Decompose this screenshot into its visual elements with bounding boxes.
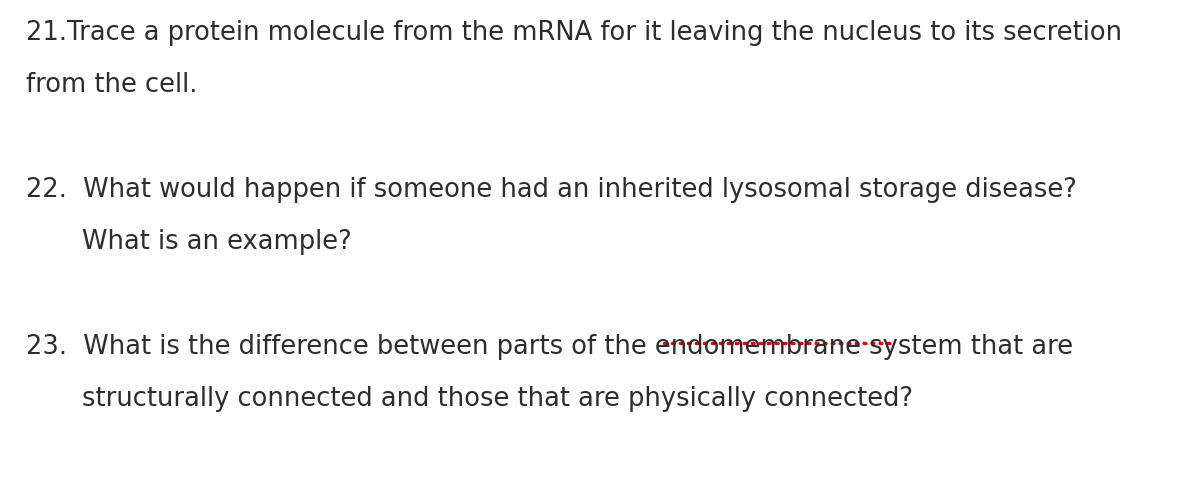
Text: from the cell.: from the cell. bbox=[26, 72, 198, 98]
Text: What is an example?: What is an example? bbox=[82, 229, 352, 255]
Text: 22.  What would happen if someone had an inherited lysosomal storage disease?: 22. What would happen if someone had an … bbox=[26, 177, 1078, 203]
Text: structurally connected and those that are physically connected?: structurally connected and those that ar… bbox=[82, 386, 913, 412]
Text: 21.Trace a protein molecule from the mRNA for it leaving the nucleus to its secr: 21.Trace a protein molecule from the mRN… bbox=[26, 20, 1122, 46]
Text: 23.  What is the difference between parts of the endomembrane system that are: 23. What is the difference between parts… bbox=[26, 334, 1074, 360]
